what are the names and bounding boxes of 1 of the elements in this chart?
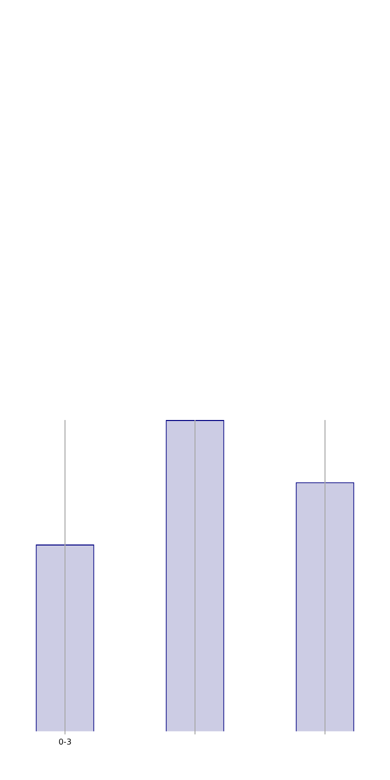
x-tick-label: 0-3 [58, 737, 72, 746]
